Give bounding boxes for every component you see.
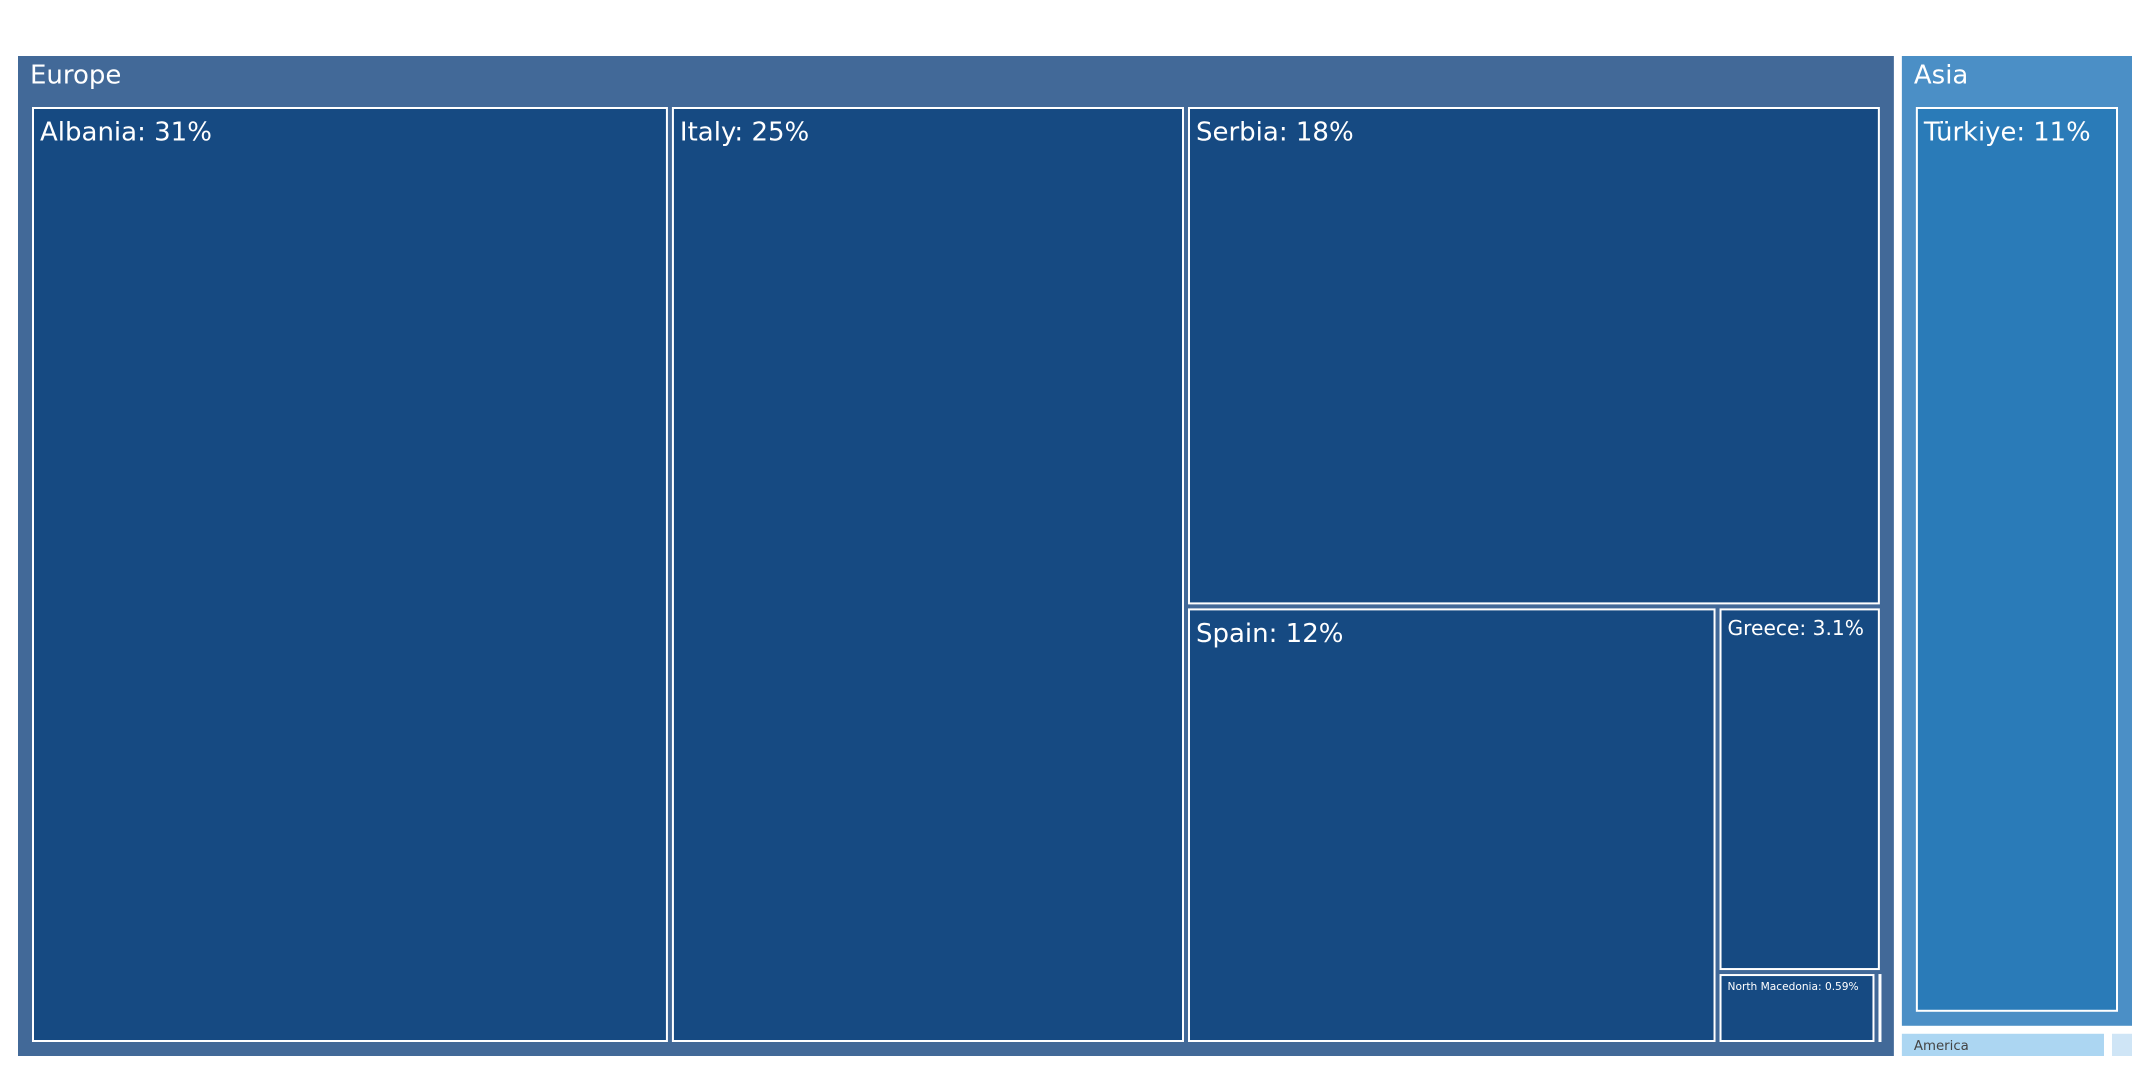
leaf bbox=[1719, 608, 1880, 971]
leaf bbox=[32, 107, 668, 1042]
group-label: America bbox=[1914, 1039, 1969, 1054]
group-label: Asia bbox=[1914, 61, 1969, 91]
leaf bbox=[671, 107, 1184, 1042]
leaf bbox=[1719, 974, 1875, 1042]
group-leaf bbox=[1901, 1033, 2104, 1056]
group-label: Europe bbox=[30, 61, 121, 91]
group-leaf bbox=[2111, 1033, 2132, 1056]
leaf bbox=[1915, 107, 2118, 1012]
leaf bbox=[1187, 107, 1880, 605]
leaf-label: Albania: 31% bbox=[40, 118, 212, 148]
leaf-label: Türkiye: 11% bbox=[1923, 117, 2091, 147]
leaf-label: North Macedonia: 0.59% bbox=[1728, 980, 1859, 993]
leaf-label: Spain: 12% bbox=[1196, 619, 1343, 649]
leaf-label: Greece: 3.1% bbox=[1728, 616, 1864, 640]
leaf bbox=[1878, 974, 1882, 1042]
leaf bbox=[1187, 608, 1716, 1042]
leaf-label: Italy: 25% bbox=[680, 118, 809, 148]
leaf-label: Serbia: 18% bbox=[1196, 118, 1354, 148]
